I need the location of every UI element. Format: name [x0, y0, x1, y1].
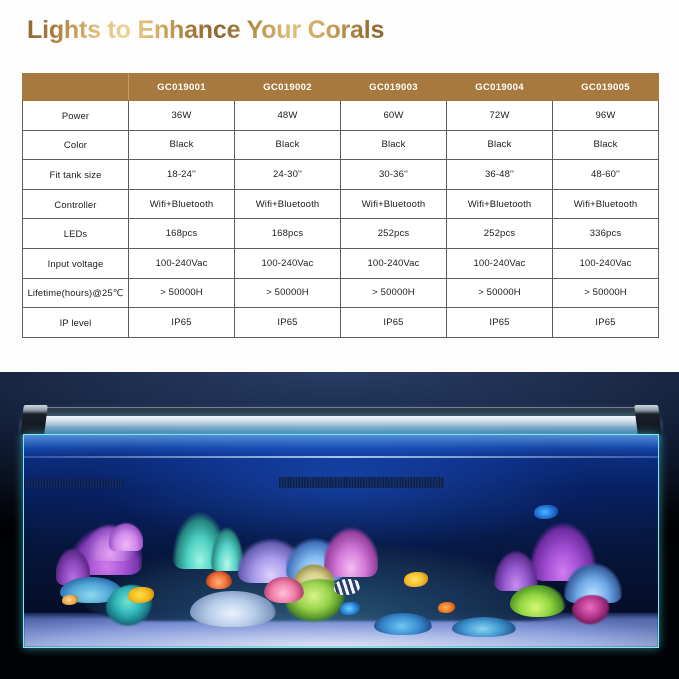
overflow-grate-center: [279, 477, 444, 488]
table-row: Lifetime(hours)@25℃ > 50000H > 50000H > …: [22, 277, 659, 309]
cell-controller-gc019002: Wifi+Bluetooth: [234, 188, 341, 220]
cell-controller-gc019004: Wifi+Bluetooth: [446, 188, 553, 220]
cell-color-gc019005: Black: [552, 129, 659, 161]
led-bracket-right: [634, 405, 662, 435]
cell-color-gc019003: Black: [340, 129, 447, 161]
fish-blue-tang: [534, 505, 558, 519]
cell-color-gc019004: Black: [446, 129, 553, 161]
cell-controller-gc019003: Wifi+Bluetooth: [340, 188, 447, 220]
column-header-gc019004: GC019004: [446, 73, 553, 101]
row-label-input-voltage: Input voltage: [22, 247, 129, 279]
cell-color-gc019001: Black: [128, 129, 235, 161]
coral-orange-accent: [206, 571, 232, 589]
cell-leds-gc019001: 168pcs: [128, 218, 235, 249]
row-label-fit-tank-size: Fit tank size: [22, 159, 129, 190]
page-title: Lights to Enhance Your Corals: [27, 13, 384, 47]
row-label-ip-level: IP level: [22, 307, 129, 338]
cell-fit-tank-size-gc019003: 30-36'': [340, 159, 447, 190]
cell-power-gc019003: 60W: [340, 100, 447, 131]
cell-controller-gc019005: Wifi+Bluetooth: [552, 188, 659, 220]
water-surface-light: [24, 435, 658, 457]
cell-ip-level-gc019003: IP65: [340, 307, 447, 338]
cell-input-voltage-gc019001: 100-240Vac: [128, 247, 235, 279]
table-row: IP level IP65 IP65 IP65 IP65 IP65: [22, 307, 659, 338]
table-row: Controller Wifi+Bluetooth Wifi+Bluetooth…: [22, 188, 659, 220]
cell-ip-level-gc019001: IP65: [128, 307, 235, 338]
coral-blue-encrusting: [374, 613, 432, 635]
cell-input-voltage-gc019004: 100-240Vac: [446, 247, 553, 279]
table-row: Power 36W 48W 60W 72W 96W: [22, 100, 659, 131]
fish-yellow-tang-2: [404, 572, 428, 587]
cell-input-voltage-gc019002: 100-240Vac: [234, 247, 341, 279]
cell-color-gc019002: Black: [234, 129, 341, 161]
cell-lifetime-gc019005: > 50000H: [552, 277, 659, 309]
led-bracket-left: [20, 405, 48, 435]
aquarium-tank: [23, 434, 659, 648]
led-light-bar: [20, 405, 662, 448]
fish-small-left: [62, 595, 78, 605]
cell-leds-gc019005: 336pcs: [552, 218, 659, 249]
table-corner-cell: [22, 73, 129, 101]
table-row: Fit tank size 18-24'' 24-30'' 30-36'' 36…: [22, 159, 659, 190]
cell-power-gc019005: 96W: [552, 100, 659, 131]
row-label-controller: Controller: [22, 188, 129, 220]
cell-controller-gc019001: Wifi+Bluetooth: [128, 188, 235, 220]
row-label-leds: LEDs: [22, 218, 129, 249]
cell-leds-gc019004: 252pcs: [446, 218, 553, 249]
row-label-power: Power: [22, 100, 129, 131]
specification-table: GC019001 GC019002 GC019003 GC019004 GC01…: [22, 73, 659, 338]
cell-fit-tank-size-gc019004: 36-48'': [446, 159, 553, 190]
cell-fit-tank-size-gc019005: 48-60'': [552, 159, 659, 190]
hero-product-photo: [0, 372, 679, 679]
coral-pink-branch-center: [324, 519, 378, 577]
cell-input-voltage-gc019003: 100-240Vac: [340, 247, 447, 279]
table-header: GC019001 GC019002 GC019003 GC019004 GC01…: [22, 73, 659, 101]
cell-power-gc019001: 36W: [128, 100, 235, 131]
fish-yellow-tang: [128, 587, 154, 603]
cell-leds-gc019003: 252pcs: [340, 218, 447, 249]
fish-damsel-blue: [340, 602, 360, 615]
cell-power-gc019002: 48W: [234, 100, 341, 131]
cell-ip-level-gc019002: IP65: [234, 307, 341, 338]
table-header-row: GC019001 GC019002 GC019003 GC019004 GC01…: [22, 73, 659, 101]
table-body: Power 36W 48W 60W 72W 96W Color Black Bl…: [22, 100, 659, 338]
cell-ip-level-gc019005: IP65: [552, 307, 659, 338]
table-row: Color Black Black Black Black Black: [22, 129, 659, 161]
cell-input-voltage-gc019005: 100-240Vac: [552, 247, 659, 279]
cell-fit-tank-size-gc019002: 24-30'': [234, 159, 341, 190]
table-row: LEDs 168pcs 168pcs 252pcs 252pcs 336pcs: [22, 218, 659, 249]
coral-purple-branch-right-2: [494, 541, 538, 591]
cell-lifetime-gc019002: > 50000H: [234, 277, 341, 309]
row-label-lifetime: Lifetime(hours)@25℃: [22, 277, 129, 309]
led-bar-lens: [30, 416, 652, 426]
coral-magenta-tips: [109, 519, 143, 551]
column-header-gc019001: GC019001: [128, 73, 235, 101]
coral-blue-encrusting-2: [452, 617, 516, 637]
led-bar-housing: [32, 407, 650, 417]
cell-lifetime-gc019004: > 50000H: [446, 277, 553, 309]
coral-pink-gorgonian: [264, 577, 304, 603]
cell-lifetime-gc019001: > 50000H: [128, 277, 235, 309]
page-title-text: Lights to Enhance Your Corals: [27, 13, 384, 47]
cell-ip-level-gc019004: IP65: [446, 307, 553, 338]
table-row: Input voltage 100-240Vac 100-240Vac 100-…: [22, 247, 659, 279]
column-header-gc019002: GC019002: [234, 73, 341, 101]
column-header-gc019005: GC019005: [552, 73, 659, 101]
row-label-color: Color: [22, 129, 129, 161]
cell-leds-gc019002: 168pcs: [234, 218, 341, 249]
coral-green-montipora: [510, 585, 566, 617]
column-header-gc019003: GC019003: [340, 73, 447, 101]
fish-clownfish: [438, 602, 455, 613]
cell-power-gc019004: 72W: [446, 100, 553, 131]
water-surface-line: [24, 456, 658, 458]
cell-fit-tank-size-gc019001: 18-24'': [128, 159, 235, 190]
fish-banded-angel: [334, 579, 360, 595]
cell-lifetime-gc019003: > 50000H: [340, 277, 447, 309]
overflow-grate-left: [24, 479, 124, 488]
coral-magenta-sponge: [572, 595, 612, 625]
coral-white-plate: [190, 591, 276, 627]
